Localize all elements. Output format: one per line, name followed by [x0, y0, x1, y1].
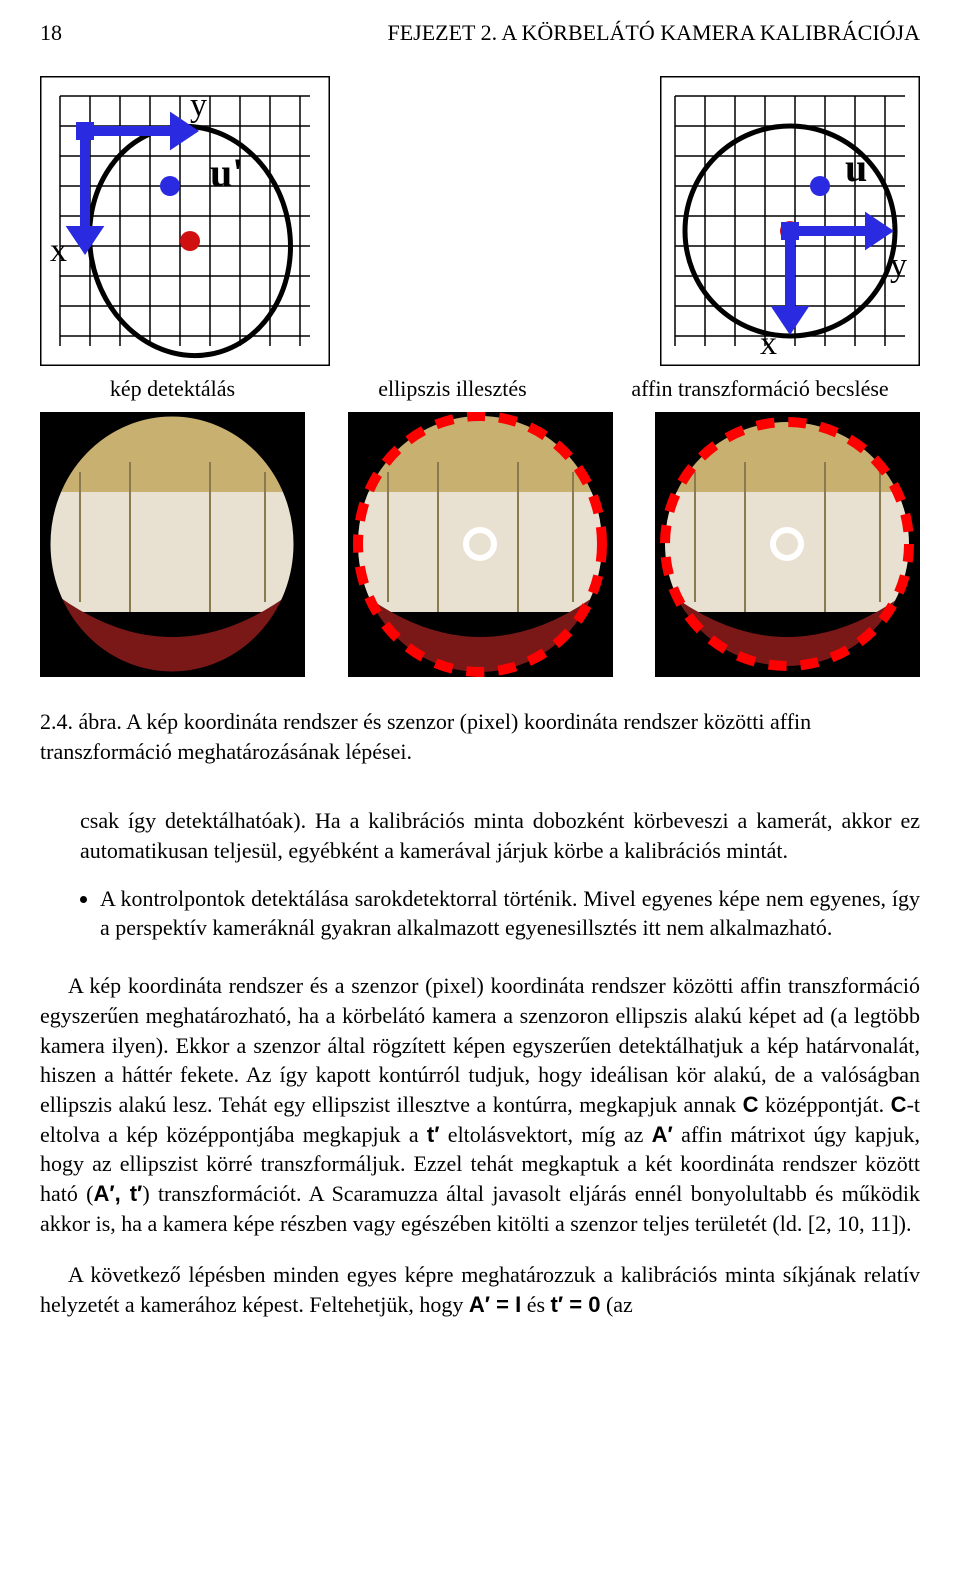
grid-ellipse-diagram: u' y x [40, 76, 330, 366]
symbol-tprime: t′ [427, 1122, 440, 1147]
symbol-C: C [743, 1092, 759, 1117]
u-prime-label: u' [210, 150, 243, 195]
page-number: 18 [40, 20, 62, 46]
running-title: FEJEZET 2. A KÖRBELÁTÓ KAMERA KALIBRÁCIÓ… [387, 20, 920, 46]
figure-caption: 2.4. ábra. A kép koordináta rendszer és … [40, 707, 920, 766]
bullet-continuation: csak így detektálhatóak). Ha a kalibráci… [80, 806, 920, 865]
caption-mid: ellipszis illesztés [320, 376, 585, 402]
fisheye-image-affine [655, 412, 920, 677]
symbol-eqI: A′ = I [469, 1292, 521, 1317]
running-header: 18 FEJEZET 2. A KÖRBELÁTÓ KAMERA KALIBRÁ… [40, 20, 920, 46]
page-container: 18 FEJEZET 2. A KÖRBELÁTÓ KAMERA KALIBRÁ… [0, 0, 960, 1382]
u-label: u [845, 145, 867, 190]
symbol-Aprime: A′ [652, 1122, 673, 1147]
x-axis-label: x [50, 232, 67, 269]
fisheye-row [40, 412, 920, 677]
symbol-eq0: t′ = 0 [551, 1292, 601, 1317]
symbol-pair: A′, t′ [94, 1181, 143, 1206]
caption-left: kép detektálás [40, 376, 305, 402]
bullet-item: A kontrolpontok detektálása sarokdetekto… [100, 884, 920, 943]
sub-caption-row: kép detektálás ellipszis illesztés affin… [40, 376, 920, 402]
diagram-row: u' y x [40, 76, 920, 366]
paragraph-1: A kép koordináta rendszer és a szenzor (… [40, 971, 920, 1238]
paragraph-2: A következő lépésben minden egyes képre … [40, 1260, 920, 1319]
y-axis-label: y [190, 87, 207, 124]
fisheye-image-ellipse [348, 412, 613, 677]
y-axis-label-right: y [890, 247, 907, 284]
fisheye-image-detect [40, 412, 305, 677]
symbol-C2: C [891, 1092, 907, 1117]
x-axis-label-right: x [760, 325, 777, 362]
grid-circle-diagram: u y x [660, 76, 920, 366]
bullet-list: csak így detektálhatóak). Ha a kalibráci… [40, 806, 920, 943]
caption-right: affin transzformáció becslése [600, 376, 920, 402]
